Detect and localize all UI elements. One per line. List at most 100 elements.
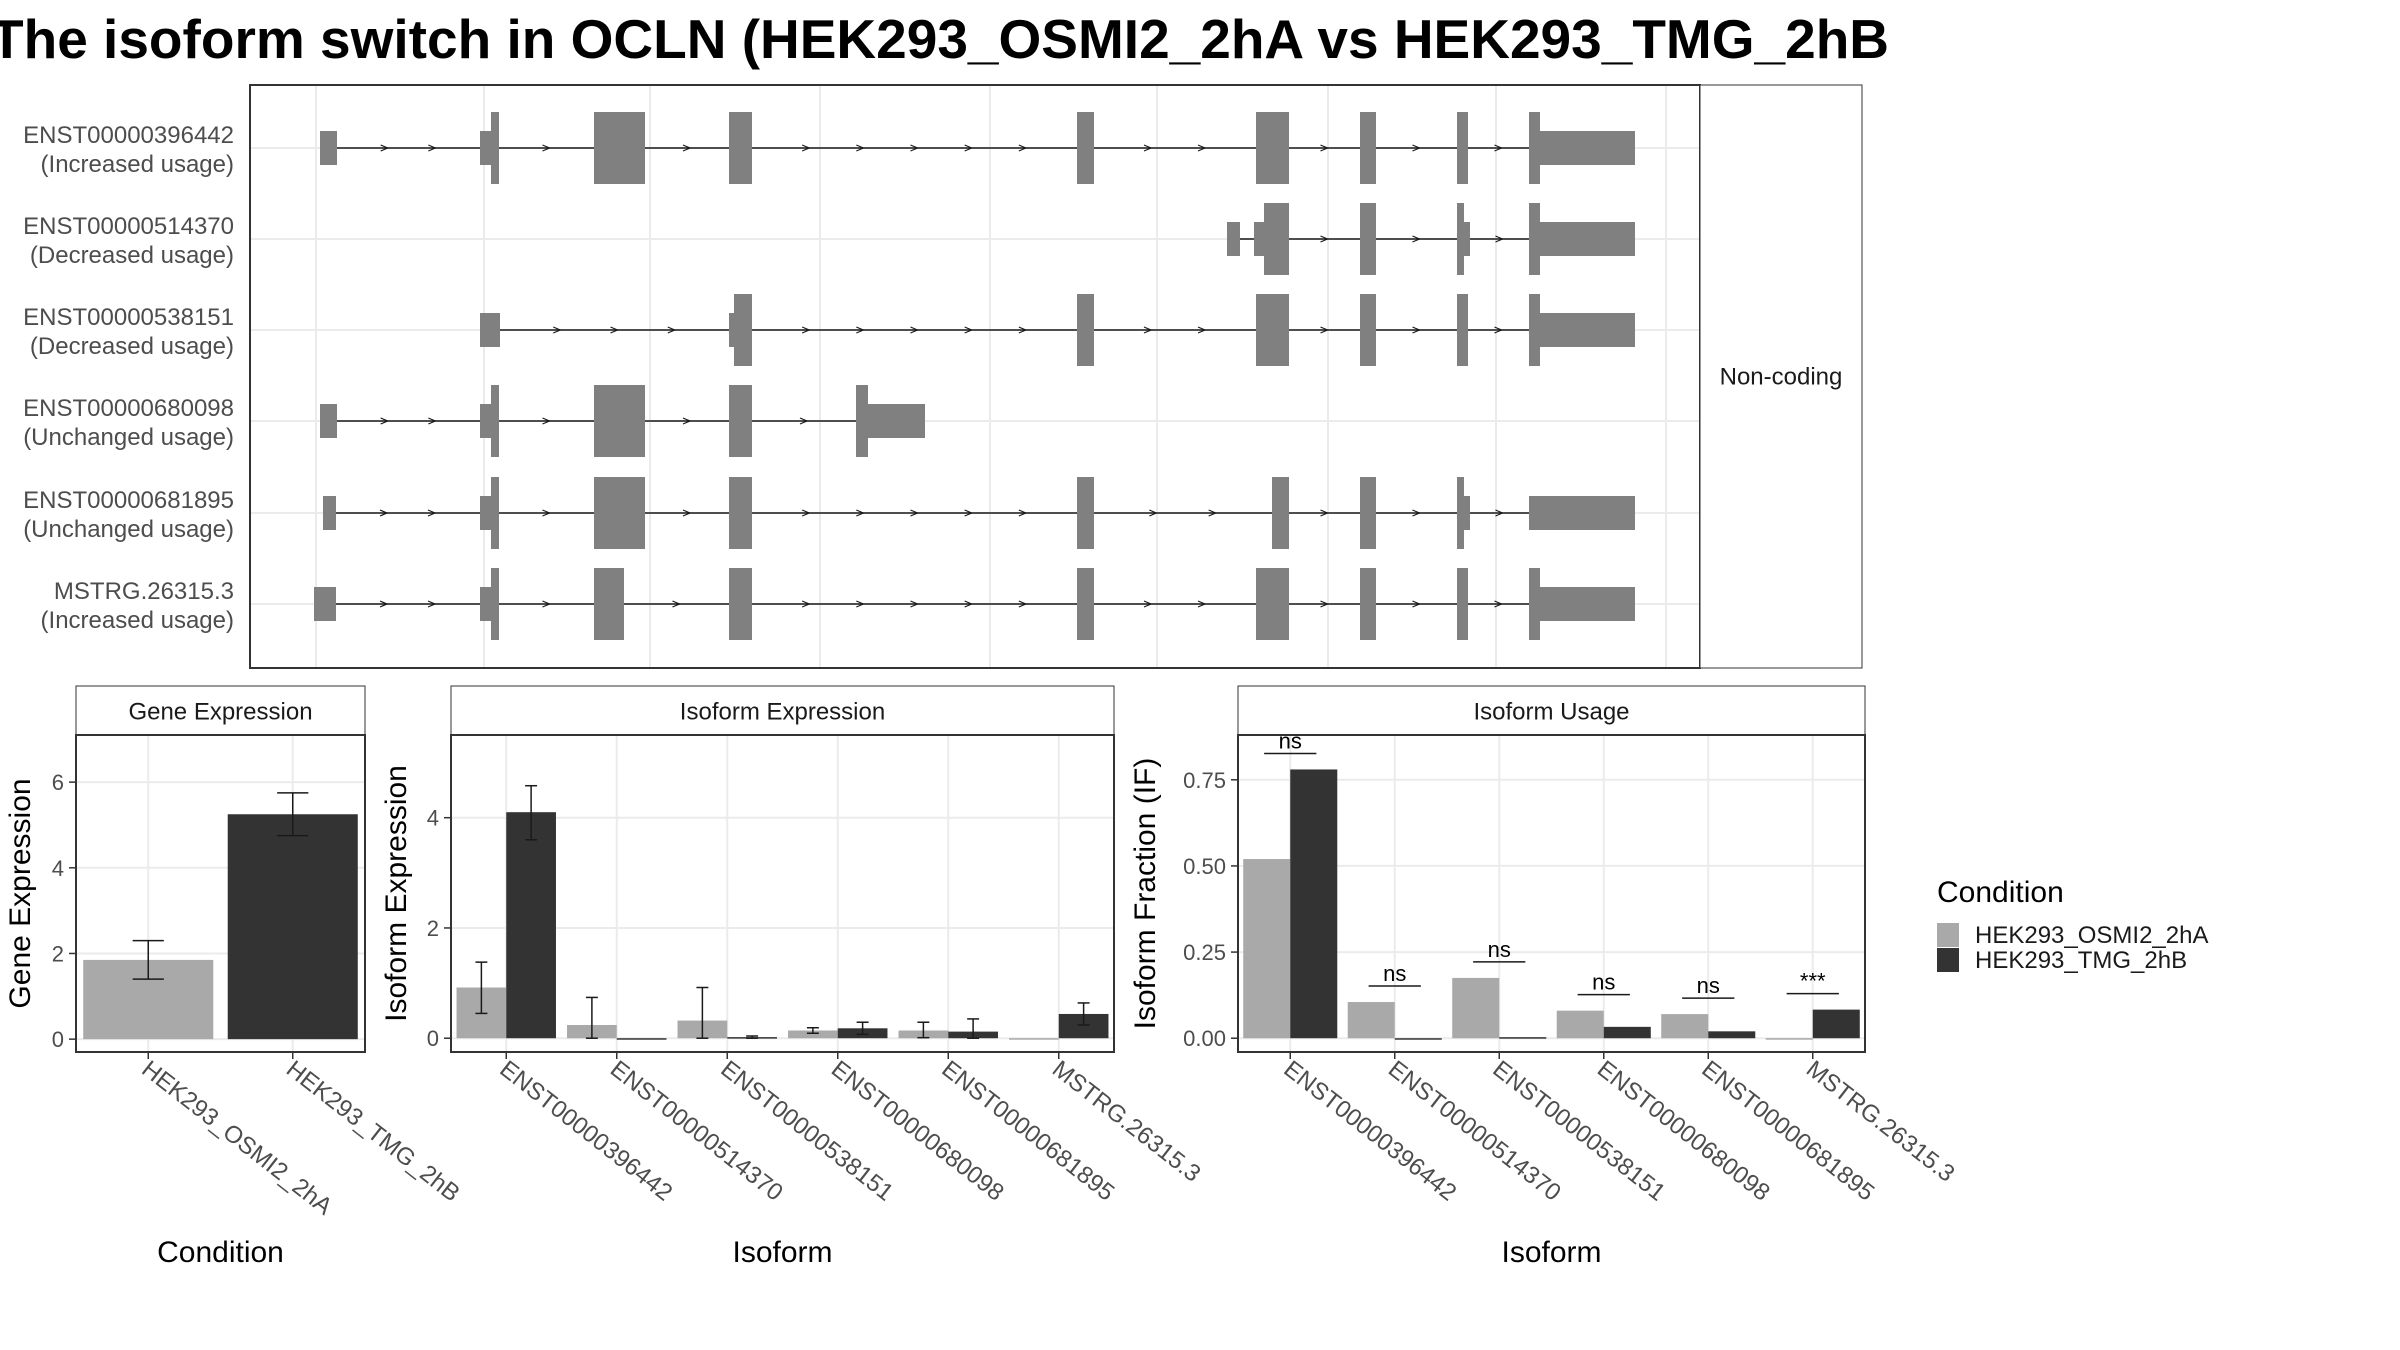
exon: [491, 477, 499, 549]
bar: [1708, 1031, 1756, 1039]
exon: [491, 568, 499, 640]
exon: [491, 112, 499, 184]
strand-arrow: [1412, 600, 1422, 608]
exon: [1360, 477, 1376, 549]
strand-arrow: [427, 600, 437, 608]
y-tick-label: 2: [427, 916, 439, 941]
x-tick-label: ENST00000538151: [1488, 1055, 1671, 1206]
exon: [1360, 112, 1376, 184]
exon: [1529, 112, 1540, 184]
bar: [1452, 977, 1500, 1039]
exon: [1457, 568, 1468, 640]
strand-arrow: [542, 509, 552, 517]
exon: [1457, 203, 1464, 275]
y-tick-label: 4: [427, 806, 439, 831]
strand-arrow: [610, 326, 620, 334]
exon: [1463, 496, 1470, 530]
strip-label: Non-coding: [1720, 364, 1843, 391]
exon: [1077, 477, 1094, 549]
transcript-id-label: MSTRG.26315.3: [54, 578, 234, 605]
isoform-expression-panel: Isoform Expression024ENST00000396442ENST…: [380, 685, 1206, 1269]
transcript-usage-label: (Increased usage): [41, 151, 234, 178]
exon: [594, 568, 624, 640]
strand-arrow: [1018, 144, 1028, 152]
exon: [1256, 294, 1289, 366]
exon: [729, 477, 752, 549]
strand-arrow: [1320, 326, 1330, 334]
y-tick-label: 4: [52, 856, 64, 881]
bar: [1661, 1014, 1709, 1039]
strand-arrow: [428, 144, 437, 152]
panel-border: [450, 734, 1115, 1053]
strand-arrow: [428, 417, 437, 425]
strip-box: [1699, 84, 1863, 669]
exon: [491, 385, 499, 457]
exon: [734, 294, 752, 366]
y-tick-label: 0: [427, 1026, 439, 1051]
strand-arrow: [1320, 144, 1330, 152]
strand-arrow: [682, 509, 692, 517]
exon: [323, 496, 336, 530]
strand-arrow: [1197, 144, 1207, 152]
bar: [1556, 1010, 1604, 1039]
strand-arrow: [1143, 326, 1153, 334]
exon: [1540, 222, 1635, 256]
gene-structure-panel: Non-coding ENST00000396442(Increased usag…: [23, 84, 1863, 669]
strand-arrow: [801, 600, 811, 608]
exon: [1529, 496, 1635, 530]
exon: [314, 587, 336, 621]
legend-swatch: [1937, 948, 1959, 972]
bar: [506, 812, 556, 1039]
y-tick-label: 0.25: [1183, 940, 1226, 965]
exon: [856, 385, 868, 457]
y-axis-title: Isoform Fraction (IF): [1129, 758, 1162, 1030]
exon: [729, 112, 752, 184]
strand-arrow: [682, 417, 692, 425]
exon: [729, 568, 752, 640]
x-tick-label: ENST00000680098: [1592, 1055, 1775, 1206]
exon: [729, 313, 735, 347]
exon: [594, 477, 645, 549]
exon: [1077, 294, 1094, 366]
y-tick-label: 6: [52, 770, 64, 795]
legend-swatch: [1937, 923, 1959, 947]
strand-arrow: [682, 144, 692, 152]
bar: [1009, 1038, 1059, 1040]
strand-arrow: [1412, 509, 1422, 517]
significance-label: ns: [1488, 937, 1511, 962]
exon: [594, 112, 645, 184]
strand-arrow: [910, 509, 920, 517]
exon: [1360, 203, 1376, 275]
bar: [1765, 1038, 1813, 1040]
exon: [1254, 222, 1266, 256]
strand-arrow: [553, 326, 562, 334]
transcript-id-label: ENST00000396442: [23, 122, 234, 149]
strand-arrow: [1320, 600, 1330, 608]
strand-arrow: [427, 509, 437, 517]
strand-arrow: [964, 600, 974, 608]
exon: [1463, 222, 1470, 256]
panel-strip: [75, 685, 366, 736]
panel-border: [1237, 734, 1866, 1053]
exon: [1540, 131, 1635, 165]
panel-strip: [450, 685, 1115, 736]
exon: [1529, 294, 1540, 366]
strand-arrow: [964, 144, 974, 152]
exon: [1457, 477, 1464, 549]
bar: [1812, 1009, 1860, 1039]
y-axis-title: Isoform Expression: [380, 765, 413, 1022]
exon: [480, 131, 492, 165]
strand-arrow: [1320, 235, 1330, 243]
y-axis-title: Gene Expression: [4, 778, 37, 1008]
y-tick-label: 0.00: [1183, 1026, 1226, 1051]
strand-arrow: [1494, 144, 1504, 152]
strand-arrow: [1495, 235, 1505, 243]
exon: [480, 404, 492, 438]
strand-arrow: [910, 144, 920, 152]
exon: [1256, 112, 1289, 184]
exon: [1272, 477, 1289, 549]
strand-arrow: [1018, 600, 1028, 608]
exon: [1360, 294, 1376, 366]
transcript-id-label: ENST00000514370: [23, 213, 234, 240]
